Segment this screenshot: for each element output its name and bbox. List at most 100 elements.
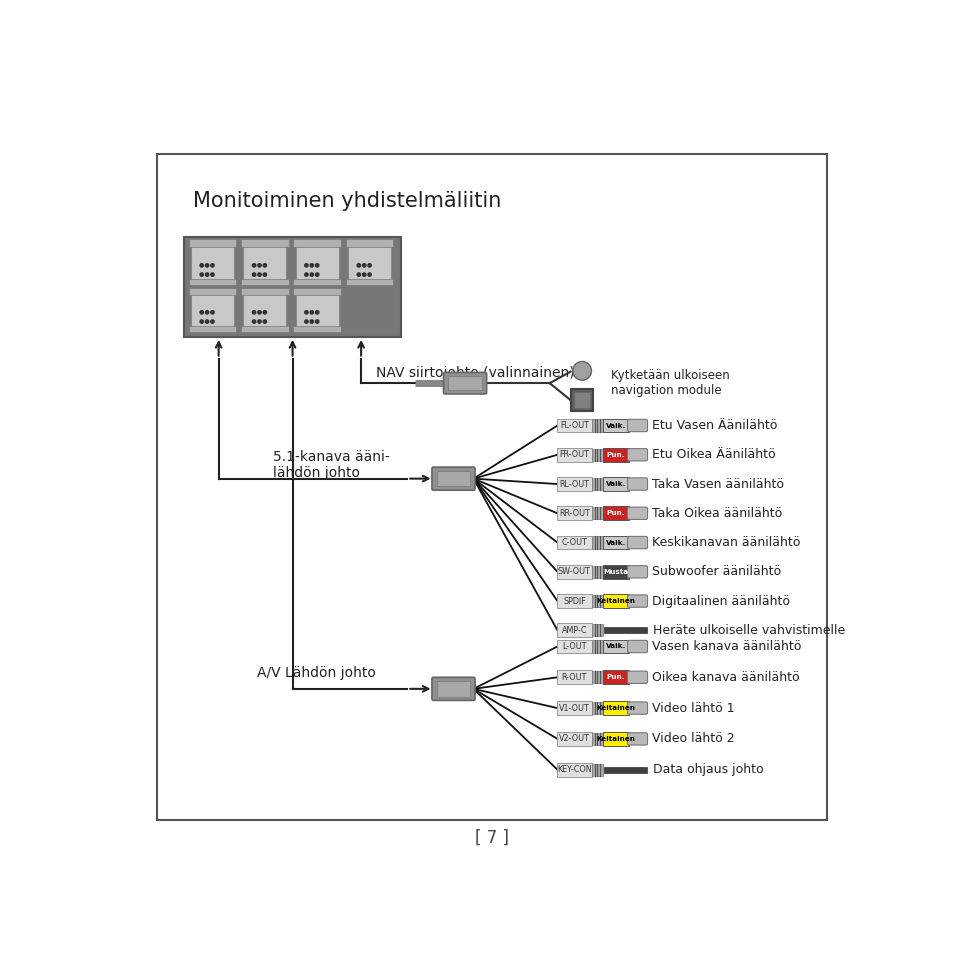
Bar	[592, 732, 603, 745]
Bar	[574, 393, 589, 408]
Circle shape	[200, 273, 204, 276]
Bar	[448, 376, 482, 390]
Circle shape	[205, 273, 208, 276]
FancyBboxPatch shape	[557, 564, 592, 579]
Text: Etu Oikea Äänilähtö: Etu Oikea Äänilähtö	[652, 448, 776, 461]
Circle shape	[258, 320, 261, 324]
Bar	[184, 237, 401, 337]
Circle shape	[368, 273, 372, 276]
Text: Data ohjaus johto: Data ohjaus johto	[653, 763, 763, 777]
Text: Keltainen: Keltainen	[596, 705, 636, 711]
Text: Keskikanavan äänilähtö: Keskikanavan äänilähtö	[652, 536, 801, 549]
FancyBboxPatch shape	[557, 419, 592, 432]
Circle shape	[263, 273, 267, 276]
Circle shape	[211, 273, 214, 276]
FancyBboxPatch shape	[191, 241, 234, 284]
FancyBboxPatch shape	[628, 671, 648, 684]
FancyBboxPatch shape	[296, 289, 339, 331]
Bar	[592, 702, 603, 714]
Text: Pun.: Pun.	[607, 511, 625, 516]
FancyBboxPatch shape	[628, 448, 648, 461]
FancyBboxPatch shape	[557, 447, 592, 462]
Text: A/V Lähdön johto: A/V Lähdön johto	[257, 666, 376, 681]
Bar	[592, 478, 603, 491]
Circle shape	[258, 264, 261, 267]
Circle shape	[316, 264, 319, 267]
Text: SPDIF: SPDIF	[563, 596, 586, 606]
Text: FL-OUT: FL-OUT	[560, 421, 588, 430]
Text: 5.1-kanava ääni-
lähdön johto: 5.1-kanava ääni- lähdön johto	[273, 449, 390, 480]
Circle shape	[368, 264, 372, 267]
Circle shape	[200, 320, 204, 324]
Bar	[592, 565, 603, 578]
Circle shape	[363, 264, 366, 267]
Circle shape	[258, 273, 261, 276]
Circle shape	[357, 273, 361, 276]
FancyBboxPatch shape	[628, 595, 648, 608]
FancyBboxPatch shape	[444, 372, 487, 394]
Text: Keltainen: Keltainen	[596, 736, 636, 742]
Circle shape	[252, 320, 255, 324]
FancyBboxPatch shape	[191, 289, 234, 331]
FancyBboxPatch shape	[603, 536, 629, 549]
Bar	[346, 239, 394, 247]
Circle shape	[252, 311, 255, 314]
Circle shape	[310, 273, 314, 276]
Bar	[241, 288, 289, 296]
Text: R-OUT: R-OUT	[562, 673, 588, 682]
FancyBboxPatch shape	[557, 701, 592, 715]
Circle shape	[258, 311, 261, 314]
Text: Keltainen: Keltainen	[596, 598, 636, 604]
FancyBboxPatch shape	[603, 506, 629, 520]
FancyBboxPatch shape	[628, 507, 648, 519]
Text: SW-OUT: SW-OUT	[558, 567, 590, 576]
FancyBboxPatch shape	[432, 468, 475, 491]
Circle shape	[263, 311, 267, 314]
Text: Musta: Musta	[604, 569, 629, 575]
Circle shape	[574, 363, 589, 378]
FancyBboxPatch shape	[432, 678, 475, 701]
FancyBboxPatch shape	[557, 594, 592, 608]
Circle shape	[304, 273, 308, 276]
Text: Digitaalinen äänilähtö: Digitaalinen äänilähtö	[652, 594, 790, 608]
Text: Valk.: Valk.	[606, 540, 626, 545]
Bar	[188, 326, 236, 332]
Text: [ 7 ]: [ 7 ]	[475, 828, 509, 847]
Text: Taka Oikea äänilähtö: Taka Oikea äänilähtö	[652, 507, 782, 519]
Circle shape	[316, 273, 319, 276]
Circle shape	[304, 264, 308, 267]
FancyBboxPatch shape	[348, 241, 391, 284]
FancyBboxPatch shape	[296, 241, 339, 284]
FancyBboxPatch shape	[628, 565, 648, 578]
Text: Video lähtö 1: Video lähtö 1	[652, 702, 734, 714]
FancyBboxPatch shape	[243, 289, 286, 331]
Text: Pun.: Pun.	[607, 674, 625, 681]
Bar	[592, 640, 603, 653]
Circle shape	[310, 320, 314, 324]
Text: Valk.: Valk.	[606, 643, 626, 650]
Text: Kytketään ulkoiseen
navigation module: Kytketään ulkoiseen navigation module	[612, 370, 731, 397]
Circle shape	[263, 320, 267, 324]
Circle shape	[252, 264, 255, 267]
Text: Valk.: Valk.	[606, 422, 626, 428]
Bar	[571, 390, 593, 411]
Circle shape	[316, 320, 319, 324]
FancyBboxPatch shape	[603, 564, 629, 579]
Text: Video lähtö 2: Video lähtö 2	[652, 732, 734, 745]
Bar	[437, 471, 470, 487]
FancyBboxPatch shape	[557, 670, 592, 684]
FancyBboxPatch shape	[557, 536, 592, 549]
Text: V1-OUT: V1-OUT	[559, 704, 589, 712]
Bar	[592, 763, 603, 776]
FancyBboxPatch shape	[603, 701, 629, 715]
Circle shape	[200, 264, 204, 267]
Circle shape	[205, 264, 208, 267]
Bar	[592, 507, 603, 519]
FancyBboxPatch shape	[628, 420, 648, 432]
FancyBboxPatch shape	[557, 623, 592, 637]
Text: C-OUT: C-OUT	[562, 538, 588, 547]
FancyBboxPatch shape	[603, 639, 629, 654]
Circle shape	[211, 311, 214, 314]
Bar	[346, 279, 394, 285]
Text: Taka Vasen äänilähtö: Taka Vasen äänilähtö	[652, 477, 784, 491]
